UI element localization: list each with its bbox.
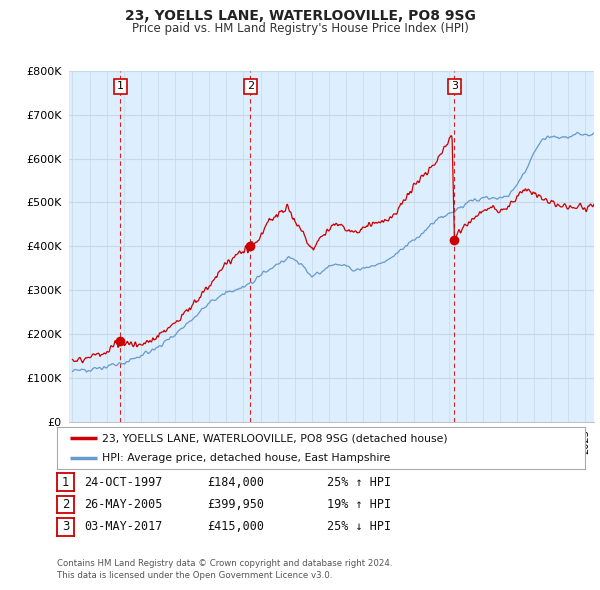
Text: 25% ↓ HPI: 25% ↓ HPI <box>327 520 391 533</box>
Text: 2: 2 <box>247 81 254 91</box>
Text: 1: 1 <box>62 476 69 489</box>
Text: This data is licensed under the Open Government Licence v3.0.: This data is licensed under the Open Gov… <box>57 571 332 580</box>
Text: 25% ↑ HPI: 25% ↑ HPI <box>327 476 391 489</box>
Text: £415,000: £415,000 <box>207 520 264 533</box>
Text: 2: 2 <box>62 498 69 511</box>
Text: 24-OCT-1997: 24-OCT-1997 <box>84 476 163 489</box>
Text: Price paid vs. HM Land Registry's House Price Index (HPI): Price paid vs. HM Land Registry's House … <box>131 22 469 35</box>
Text: 3: 3 <box>451 81 458 91</box>
Text: £399,950: £399,950 <box>207 498 264 511</box>
Text: 19% ↑ HPI: 19% ↑ HPI <box>327 498 391 511</box>
Text: 23, YOELLS LANE, WATERLOOVILLE, PO8 9SG: 23, YOELLS LANE, WATERLOOVILLE, PO8 9SG <box>125 9 475 24</box>
Text: 3: 3 <box>62 520 69 533</box>
Text: 26-MAY-2005: 26-MAY-2005 <box>84 498 163 511</box>
Text: Contains HM Land Registry data © Crown copyright and database right 2024.: Contains HM Land Registry data © Crown c… <box>57 559 392 568</box>
Text: 03-MAY-2017: 03-MAY-2017 <box>84 520 163 533</box>
Text: HPI: Average price, detached house, East Hampshire: HPI: Average price, detached house, East… <box>102 453 390 463</box>
Text: 1: 1 <box>117 81 124 91</box>
Text: £184,000: £184,000 <box>207 476 264 489</box>
Text: 23, YOELLS LANE, WATERLOOVILLE, PO8 9SG (detached house): 23, YOELLS LANE, WATERLOOVILLE, PO8 9SG … <box>102 433 448 443</box>
